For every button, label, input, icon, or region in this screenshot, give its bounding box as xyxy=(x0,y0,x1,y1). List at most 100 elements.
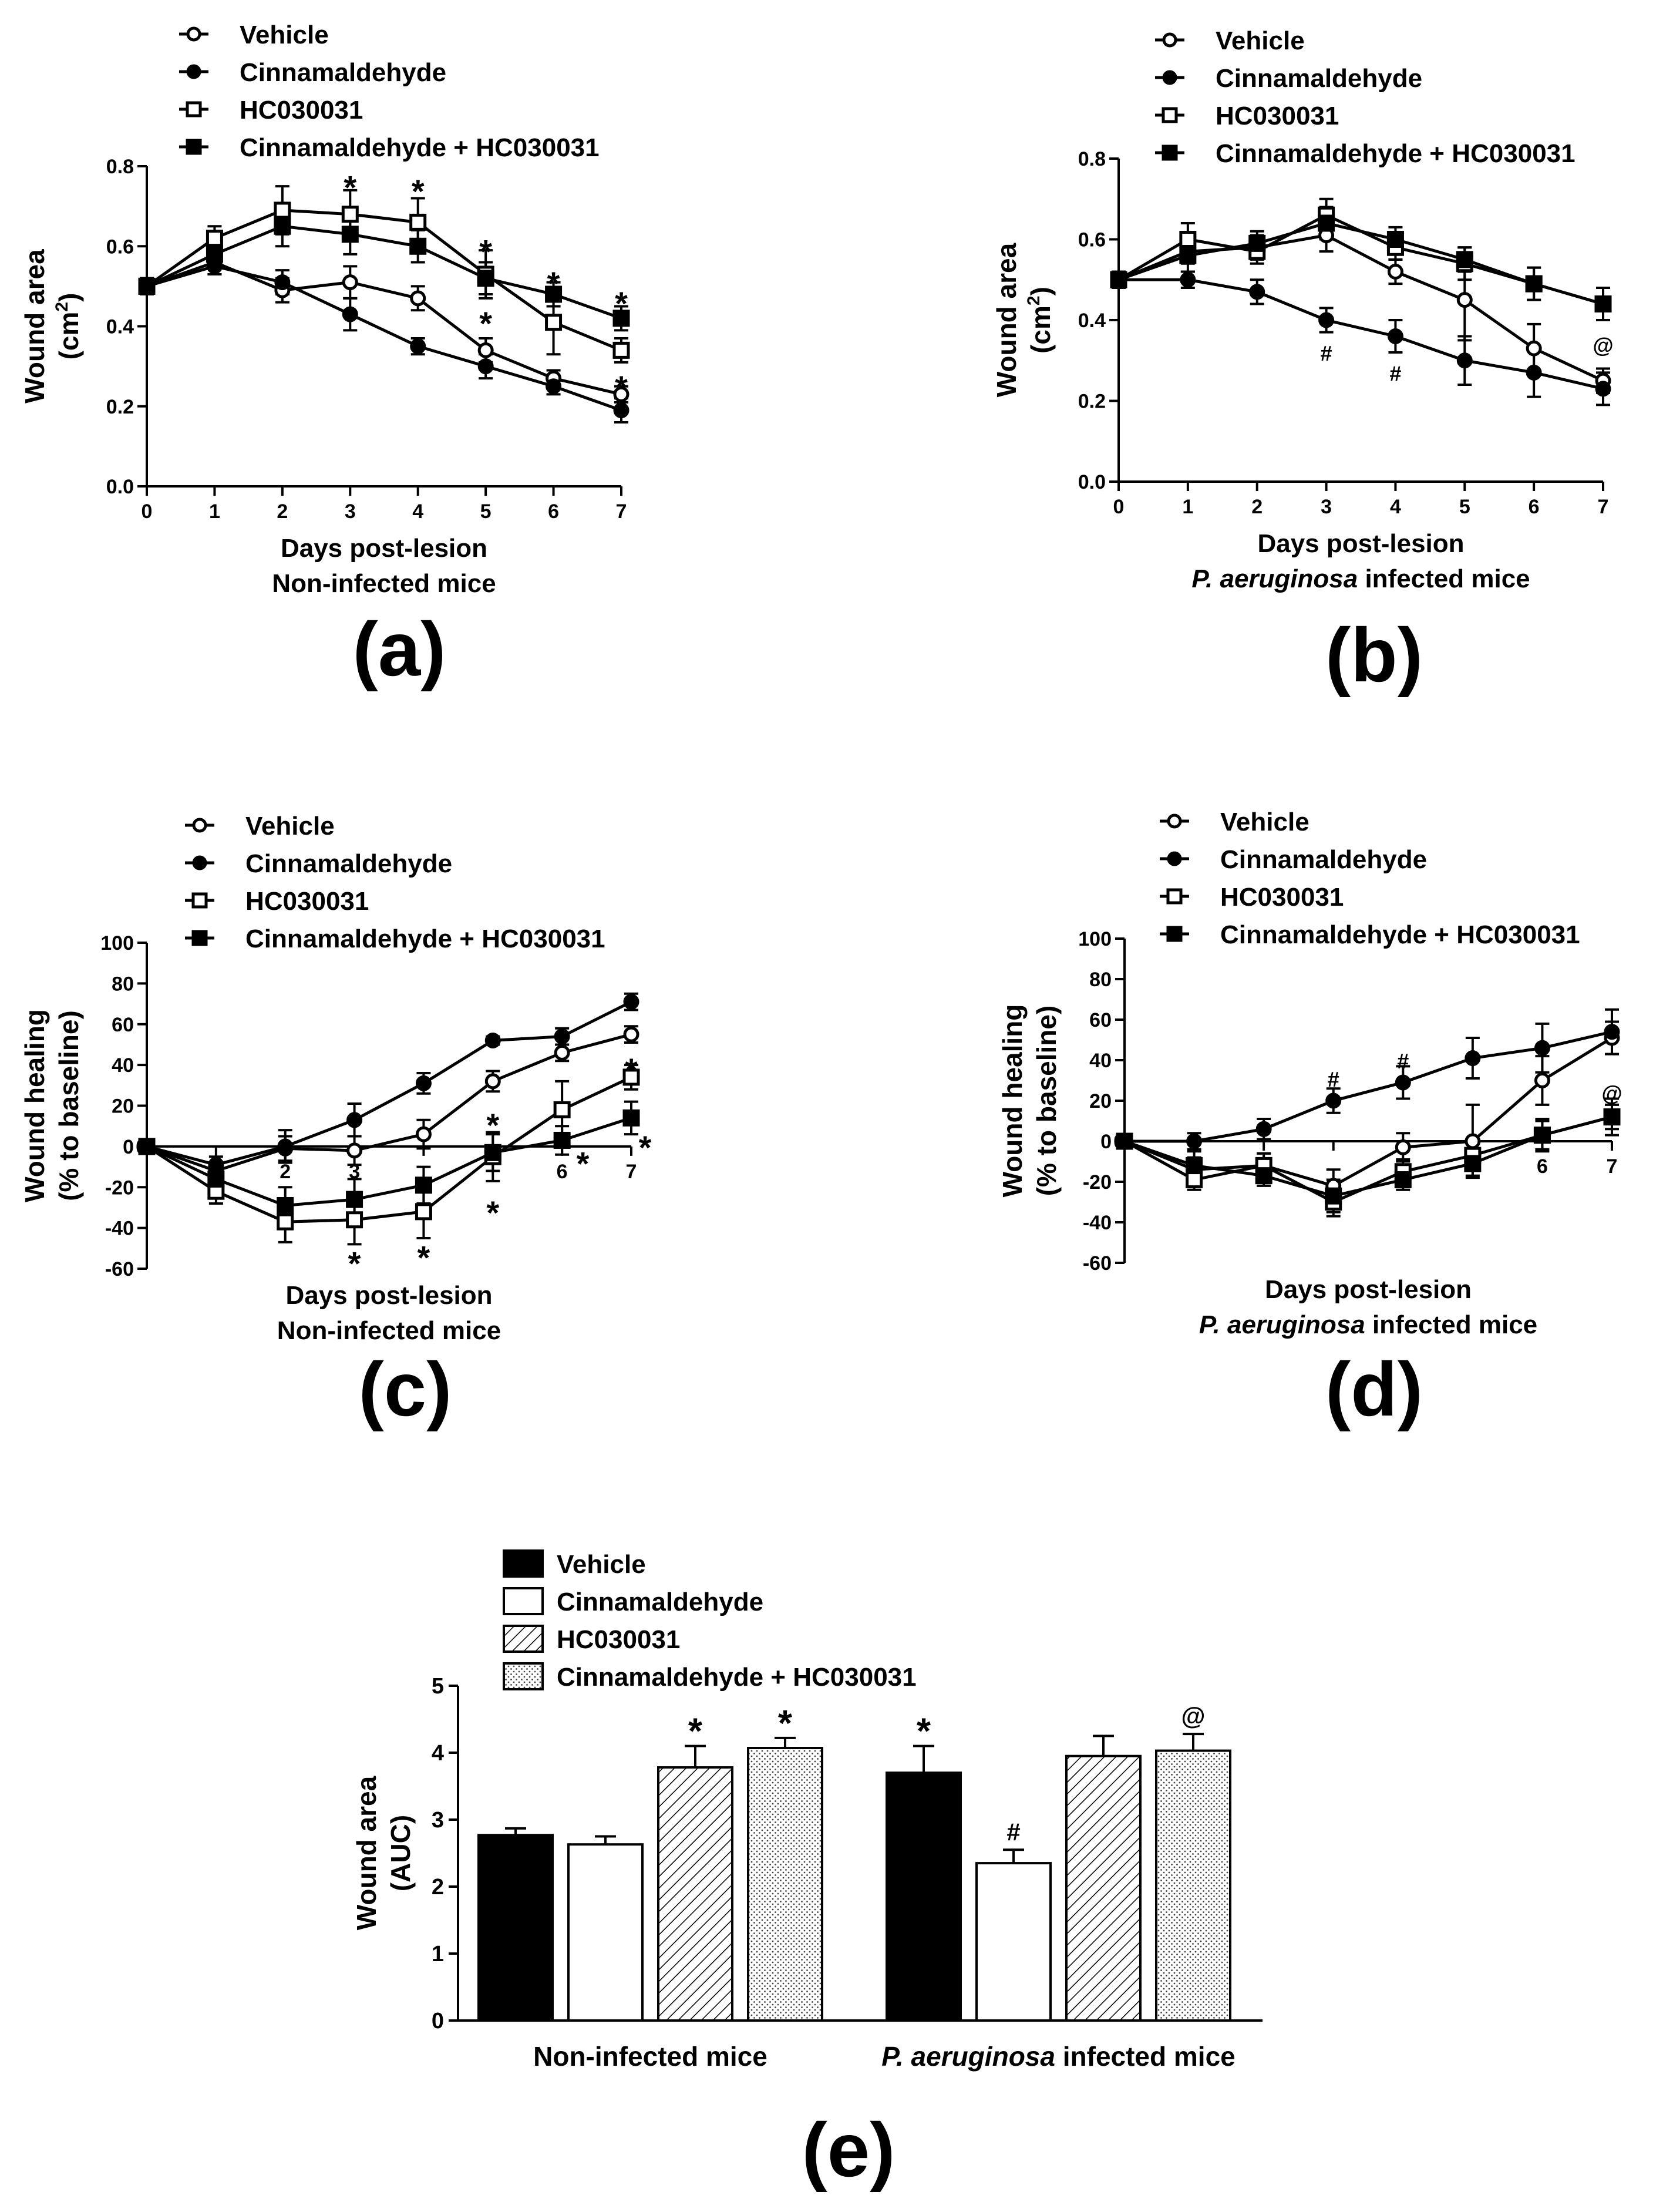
category-label: P. aeruginosa infected mice xyxy=(881,2041,1236,2072)
panel-label: (c) xyxy=(359,1346,452,1432)
x-tick-label: 3 xyxy=(345,500,356,523)
group-label: infected mice xyxy=(1358,564,1530,593)
bar-vehicle xyxy=(886,1771,962,2022)
point-vehicle xyxy=(554,1044,570,1061)
point-hc030031 xyxy=(415,1203,432,1221)
x-tick-label: 2 xyxy=(280,1161,291,1183)
x-tick-label: 0 xyxy=(142,500,153,523)
point-hc030031 xyxy=(553,1101,571,1118)
bar-hc030031 xyxy=(657,1766,733,2022)
bar-vehicle xyxy=(477,1834,554,2022)
point-cinnamaldehyde xyxy=(1387,328,1403,344)
point-cinnamaldehyde xyxy=(1180,271,1196,288)
legend-swatch-hc030031 xyxy=(503,1625,544,1653)
significance-mark: * xyxy=(615,369,628,406)
point-vehicle xyxy=(477,342,494,358)
significance-mark: @ xyxy=(1601,1081,1622,1105)
point-cinnamaldehyde-hc030031 xyxy=(138,277,156,295)
legend-label-cinnamaldehyde-hc030031: Cinnamaldehyde + HC030031 xyxy=(240,133,600,162)
legend-label-hc030031: HC030031 xyxy=(245,887,369,916)
point-cinnamaldehyde-hc030031 xyxy=(1594,295,1612,312)
point-cinnamaldehyde-hc030031 xyxy=(409,237,427,255)
y-tick-label: 20 xyxy=(112,1095,134,1118)
point-vehicle xyxy=(484,1073,501,1090)
point-cinnamaldehyde xyxy=(1456,352,1473,369)
y-tick-label: 1 xyxy=(432,1942,444,1966)
point-cinnamaldehyde-hc030031 xyxy=(1394,1171,1412,1189)
series-line-cinnamaldehyde-hc030031 xyxy=(146,1116,632,1208)
point-vehicle xyxy=(410,290,426,307)
significance-mark: * xyxy=(412,173,425,210)
significance-mark: @ xyxy=(1593,333,1613,357)
series-line-cinnamaldehyde xyxy=(1125,1030,1612,1143)
point-cinnamaldehyde-hc030031 xyxy=(207,1170,225,1188)
legend-marker-vehicle xyxy=(192,818,207,833)
point-cinnamaldehyde-hc030031 xyxy=(1533,1127,1551,1144)
point-cinnamaldehyde xyxy=(613,402,629,419)
y-axis-label-2: (% to baseline) xyxy=(53,1010,84,1201)
significance-mark: * xyxy=(486,1194,499,1231)
legend-marker-hc030031 xyxy=(186,101,202,117)
point-vehicle xyxy=(613,386,629,402)
y-tick-label: -40 xyxy=(105,1218,134,1240)
point-cinnamaldehyde-hc030031 xyxy=(553,1131,571,1149)
point-cinnamaldehyde-hc030031 xyxy=(1255,1167,1273,1185)
point-cinnamaldehyde xyxy=(554,1028,570,1045)
point-cinnamaldehyde-hc030031 xyxy=(1603,1108,1621,1126)
legend-marker-cinnamaldehyde xyxy=(1167,851,1182,866)
x-axis-sublabel: P. aeruginosa infected mice xyxy=(1191,564,1530,593)
point-cinnamaldehyde xyxy=(1534,1040,1550,1056)
point-cinnamaldehyde-hc030031 xyxy=(415,1176,432,1194)
panel-b: Vehicle Cinnamaldehyde HC030031 Cinnamaldeh… xyxy=(991,26,1614,698)
significance-mark: * xyxy=(688,1712,703,1752)
legend-label-cinnamaldehyde: Cinnamaldehyde xyxy=(240,58,446,87)
point-vehicle xyxy=(415,1126,432,1142)
point-cinnamaldehyde-hc030031 xyxy=(612,310,630,327)
legend-label-cinnamaldehyde: Cinnamaldehyde xyxy=(245,849,452,878)
legend-label-hc030031: HC030031 xyxy=(240,96,363,125)
y-axis-label: Wound area xyxy=(991,243,1022,397)
category-label: Non-infected mice xyxy=(533,2041,767,2072)
y-tick-label: 2 xyxy=(432,1875,444,1900)
point-vehicle xyxy=(1534,1073,1550,1088)
point-cinnamaldehyde-hc030031 xyxy=(1248,234,1266,252)
significance-mark: # xyxy=(1389,361,1401,385)
x-tick-label: 3 xyxy=(349,1161,360,1183)
y-tick-label: 0 xyxy=(432,2009,444,2033)
point-cinnamaldehyde-hc030031 xyxy=(206,246,223,263)
y-tick-label: 60 xyxy=(112,1014,134,1036)
bar-cinnamaldehyde-hc030031 xyxy=(1155,1749,1231,2022)
point-cinnamaldehyde-hc030031 xyxy=(484,1144,501,1161)
y-tick-label: 20 xyxy=(1089,1090,1112,1112)
unit: (cm xyxy=(1025,305,1056,354)
point-cinnamaldehyde xyxy=(1465,1050,1481,1067)
y-tick-label: 0.0 xyxy=(1078,471,1106,493)
point-cinnamaldehyde-hc030031 xyxy=(277,1196,294,1214)
significance-mark: @ xyxy=(1181,1702,1206,1730)
y-axis-label: Wound healing xyxy=(19,1009,50,1202)
y-tick-label: 0 xyxy=(1100,1131,1112,1153)
x-tick-label: 6 xyxy=(1529,496,1540,518)
panel-d: Vehicle Cinnamaldehyde HC030031 Cinnamaldeh… xyxy=(997,808,1622,1432)
x-tick-label: 7 xyxy=(1598,496,1609,518)
legend-label-hc030031: HC030031 xyxy=(1220,883,1344,912)
x-tick-label: 3 xyxy=(1321,496,1332,518)
y-tick-label: 60 xyxy=(1089,1009,1112,1031)
point-hc030031 xyxy=(277,1213,294,1231)
point-hc030031 xyxy=(206,230,223,247)
y-tick-label: 0.4 xyxy=(1078,310,1106,332)
legend-marker-cinnamaldehyde xyxy=(1162,70,1177,85)
legend-marker-cinnamaldehyde xyxy=(186,64,201,79)
panel-e: Vehicle Cinnamaldehyde HC030031 Cinnamaldeh… xyxy=(351,1549,1263,2193)
legend-label-vehicle: Vehicle xyxy=(240,21,329,49)
x-tick-label: 6 xyxy=(548,500,559,523)
x-tick-label: 0 xyxy=(1113,496,1125,518)
legend-swatch-cinnamaldehyde-hc030031 xyxy=(503,1662,544,1690)
y-tick-label: 0 xyxy=(123,1136,134,1158)
legend-marker-vehicle xyxy=(1162,32,1177,48)
y-tick-label: -60 xyxy=(105,1258,134,1280)
panel-a: Vehicle Cinnamaldehyde HC030031 Cinnamaldeh… xyxy=(19,21,630,692)
point-cinnamaldehyde xyxy=(1318,312,1335,328)
legend-marker-hc030031 xyxy=(1166,888,1183,905)
x-tick-label: 7 xyxy=(626,1161,637,1183)
